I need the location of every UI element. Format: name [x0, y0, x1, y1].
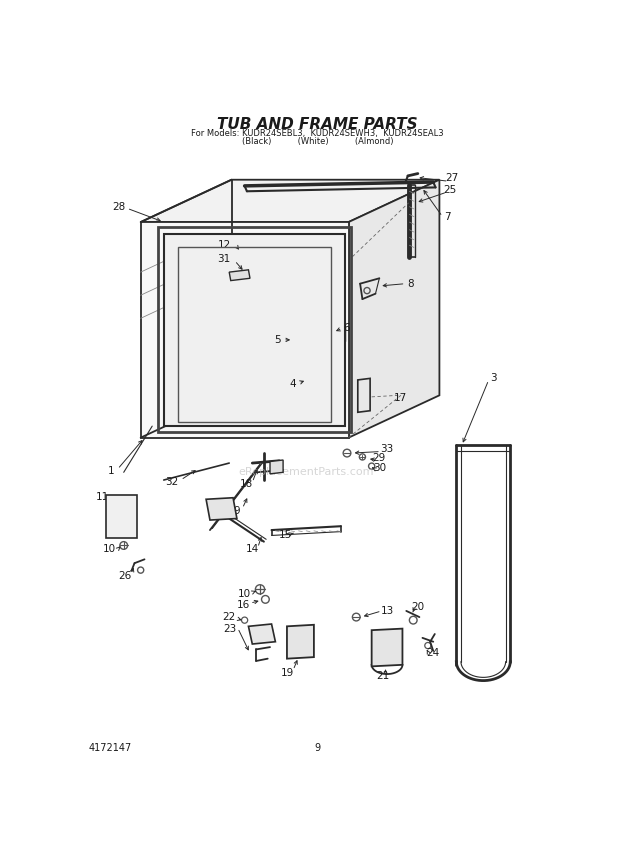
Polygon shape — [371, 628, 402, 666]
Text: 28: 28 — [112, 202, 126, 211]
Text: 4172147: 4172147 — [88, 743, 131, 753]
Polygon shape — [229, 270, 250, 281]
Text: 26: 26 — [118, 571, 132, 581]
Text: 5: 5 — [275, 335, 281, 345]
Text: 20: 20 — [411, 602, 425, 612]
Text: 16: 16 — [237, 600, 250, 609]
Polygon shape — [141, 180, 440, 222]
Text: 1: 1 — [108, 466, 115, 476]
Polygon shape — [270, 460, 283, 474]
Polygon shape — [164, 234, 345, 426]
Text: 24: 24 — [427, 648, 440, 658]
Text: (Black)          (White)          (Almond): (Black) (White) (Almond) — [242, 137, 394, 146]
Text: 10: 10 — [104, 544, 117, 555]
Text: 13: 13 — [381, 606, 394, 616]
Text: 22: 22 — [223, 612, 236, 622]
Text: eReplacementParts.com: eReplacementParts.com — [239, 467, 374, 478]
Text: 29: 29 — [373, 454, 386, 463]
Text: 4: 4 — [290, 378, 296, 389]
Polygon shape — [141, 222, 348, 437]
Polygon shape — [106, 496, 137, 538]
Text: 21: 21 — [376, 671, 390, 681]
Text: For Models: KUDR24SEBL3,  KUDR24SEWH3,  KUDR24SEAL3: For Models: KUDR24SEBL3, KUDR24SEWH3, KU… — [192, 129, 444, 138]
Text: 11: 11 — [95, 492, 108, 502]
Text: 9: 9 — [234, 506, 240, 516]
Polygon shape — [206, 497, 237, 520]
Polygon shape — [249, 624, 275, 644]
Text: 23: 23 — [223, 624, 237, 633]
Text: TUB AND FRAME PARTS: TUB AND FRAME PARTS — [218, 116, 418, 132]
Text: 27: 27 — [445, 173, 458, 183]
Text: 10: 10 — [238, 589, 251, 599]
Text: 8: 8 — [407, 279, 414, 288]
Text: 14: 14 — [246, 544, 259, 555]
Text: 15: 15 — [279, 531, 292, 540]
Text: 19: 19 — [280, 668, 294, 677]
Text: 6: 6 — [343, 323, 350, 333]
Text: 32: 32 — [165, 477, 178, 486]
Text: 30: 30 — [373, 463, 386, 473]
Text: 31: 31 — [217, 254, 230, 264]
Polygon shape — [287, 625, 314, 658]
Text: 7: 7 — [444, 211, 450, 222]
Text: 9: 9 — [315, 743, 321, 753]
Text: 3: 3 — [490, 373, 497, 383]
Text: 12: 12 — [218, 241, 231, 250]
Text: 17: 17 — [394, 393, 407, 402]
Text: 25: 25 — [443, 185, 457, 194]
Text: 18: 18 — [241, 479, 254, 489]
Text: 33: 33 — [381, 444, 394, 455]
Polygon shape — [358, 378, 370, 413]
Polygon shape — [348, 180, 440, 437]
